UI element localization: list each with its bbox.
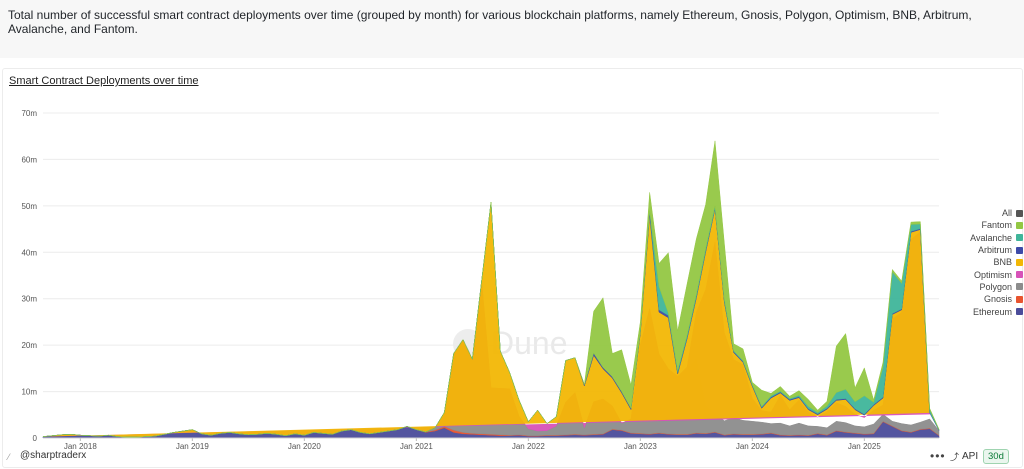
api-label: API [962, 451, 979, 462]
legend-swatch [1016, 308, 1023, 316]
x-tick-label: Jan 2022 [512, 442, 545, 451]
legend-item[interactable]: Avalanche [963, 232, 1023, 244]
author-handle-text: @sharptraderx [20, 450, 87, 461]
watermark-text: Dune [491, 325, 568, 361]
chart-title[interactable]: Smart Contract Deployments over time [9, 75, 199, 87]
series-area-bnb [42, 202, 930, 438]
description-text: Total number of successful smart contrac… [8, 8, 972, 36]
legend-item[interactable]: Optimism [963, 268, 1023, 280]
legend-swatch [1016, 209, 1023, 217]
x-tick-label: Jan 2023 [624, 442, 657, 451]
legend-label: Gnosis [983, 294, 1012, 305]
refresh-range-badge[interactable]: 30d [983, 449, 1009, 464]
legend-label: Ethereum [972, 306, 1012, 317]
x-axis: Jan 2018 Jan 2019 Jan 2020 Jan 2021 Jan 2022… [43, 437, 939, 451]
legend-label: Optimism [974, 269, 1012, 280]
legend-swatch [1016, 221, 1023, 229]
legend-label: Arbitrum [977, 245, 1012, 256]
legend-label: All [1001, 208, 1012, 219]
legend-label: BNB [993, 257, 1012, 268]
chart-footer: ⁄ @sharptraderx ••• ⤴ API 30d [0, 446, 1024, 468]
y-tick-label: 10m [21, 388, 37, 397]
y-tick-label: 40m [21, 248, 37, 257]
legend-item[interactable]: Arbitrum [963, 244, 1023, 256]
legend-swatch [1016, 271, 1023, 279]
more-options-icon[interactable]: ••• [930, 449, 946, 463]
legend-swatch [1016, 234, 1023, 242]
x-tick-label: Jan 2024 [736, 442, 769, 451]
x-tick-label: Jan 2021 [400, 442, 433, 451]
legend-swatch [1016, 283, 1023, 291]
legend-swatch [1016, 246, 1023, 254]
legend-swatch [1016, 295, 1023, 303]
wand-icon: ⁄ [8, 451, 10, 462]
x-tick-label: Jan 2025 [848, 442, 881, 451]
y-tick-label: 0 [33, 434, 38, 443]
legend-item[interactable]: Ethereum [963, 305, 1023, 317]
series-areas [42, 140, 940, 439]
legend-label: Polygon [979, 281, 1012, 292]
chart-legend: All Fantom Avalanche Arbitrum BNB Optimism Pol… [963, 207, 1023, 318]
legend-item[interactable]: Gnosis [963, 293, 1023, 305]
x-tick-label: Jan 2020 [288, 442, 321, 451]
x-tick-label: Jan 2019 [176, 442, 209, 451]
legend-item[interactable]: All [963, 207, 1023, 219]
y-tick-label: 60m [21, 155, 37, 164]
api-icon: ⤴ [950, 452, 960, 462]
y-axis: 0 10m 20m 30m 40m 50m 60m 70m [21, 109, 37, 443]
x-tick-label: Jan 2018 [64, 442, 97, 451]
author-handle[interactable]: ⁄ @sharptraderx [8, 450, 87, 462]
y-tick-label: 30m [21, 295, 37, 304]
y-tick-label: 50m [21, 202, 37, 211]
series-area-fantom [42, 140, 940, 438]
legend-label: Avalanche [970, 232, 1012, 243]
legend-swatch [1016, 258, 1023, 266]
legend-item[interactable]: Fantom [963, 219, 1023, 231]
y-tick-label: 70m [21, 109, 37, 118]
description-banner: Total number of successful smart contrac… [0, 0, 1024, 58]
y-tick-label: 20m [21, 341, 37, 350]
chart-card: Smart Contract Deployments over time Dun… [2, 68, 1023, 468]
legend-item[interactable]: BNB [963, 256, 1023, 268]
legend-label: Fantom [981, 220, 1012, 231]
api-button[interactable]: ⤴ API [950, 450, 978, 463]
legend-item[interactable]: Polygon [963, 281, 1023, 293]
